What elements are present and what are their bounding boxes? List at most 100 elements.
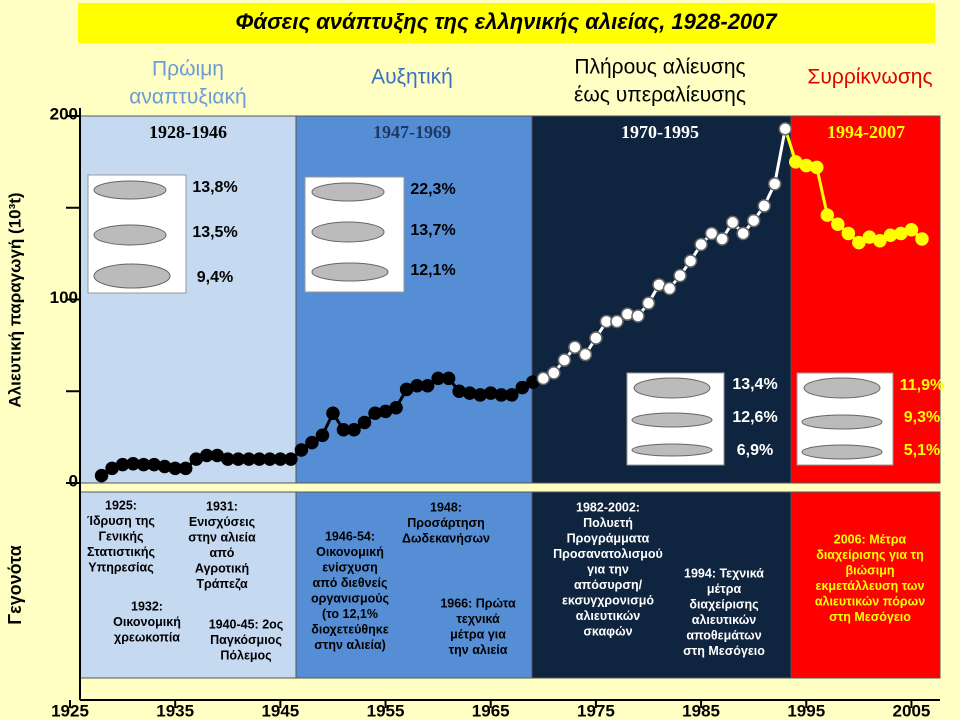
event-band bbox=[79, 491, 297, 679]
point bbox=[515, 380, 530, 395]
point bbox=[326, 406, 340, 421]
event-text: 2006: Μέτρα bbox=[834, 532, 907, 546]
y-tick-label: 100 bbox=[50, 288, 78, 307]
point bbox=[841, 226, 856, 241]
x-tick-label: 1935 bbox=[156, 701, 194, 720]
event-text: την αλιεία bbox=[449, 643, 508, 657]
point bbox=[820, 208, 835, 222]
point bbox=[904, 223, 919, 237]
species-share: 5,1% bbox=[904, 442, 940, 459]
point bbox=[505, 388, 519, 402]
event-text: εκμετάλλευση των bbox=[816, 579, 925, 593]
point bbox=[704, 226, 719, 241]
point bbox=[557, 353, 572, 367]
phase-period: 1928-1946 bbox=[149, 122, 227, 142]
point bbox=[315, 428, 330, 443]
event-text: 1948: bbox=[430, 500, 462, 514]
event-text: στην αλιεία) bbox=[314, 638, 386, 652]
event-text: Ίδρυση της bbox=[87, 514, 155, 528]
species-share: 6,9% bbox=[737, 442, 773, 459]
point bbox=[294, 443, 309, 457]
point bbox=[347, 423, 361, 437]
species-share: 22,3% bbox=[410, 181, 455, 198]
event-text: για την bbox=[587, 562, 629, 576]
point bbox=[915, 232, 929, 246]
phase-period: 1994-2007 bbox=[827, 122, 905, 142]
event-text: από bbox=[210, 546, 235, 560]
point bbox=[683, 254, 698, 268]
event-text: μέτρα bbox=[707, 582, 742, 596]
event-text: βιώσιμη bbox=[846, 563, 895, 577]
point bbox=[305, 435, 319, 450]
event-text: Προγράμματα bbox=[567, 531, 650, 545]
phase-name: Πρώιμη bbox=[152, 58, 224, 81]
x-tick-label: 1945 bbox=[261, 701, 299, 720]
event-text: Οικονομική bbox=[316, 545, 384, 559]
point bbox=[389, 401, 403, 415]
title-box bbox=[78, 3, 935, 43]
point bbox=[578, 347, 593, 362]
point bbox=[694, 237, 708, 252]
event-text: στην αλιεία bbox=[188, 530, 256, 544]
point bbox=[778, 122, 792, 136]
x-tick-label: 1995 bbox=[787, 701, 825, 720]
event-text: 1925: bbox=[105, 498, 137, 512]
event-text: 1982-2002: bbox=[576, 500, 640, 514]
event-text: τεχνικά bbox=[456, 612, 500, 626]
species-share: 12,6% bbox=[732, 409, 777, 426]
point bbox=[631, 309, 645, 323]
event-band bbox=[790, 491, 941, 679]
event-text: σκαφών bbox=[583, 624, 632, 638]
event-text: Στατιστικής bbox=[87, 545, 155, 559]
point bbox=[441, 371, 456, 386]
x-tick-label: 2005 bbox=[893, 701, 931, 720]
events-title: Γεγονότα bbox=[5, 545, 25, 624]
point bbox=[589, 331, 603, 345]
phase-name: αναπτυξιακή bbox=[129, 86, 246, 109]
point bbox=[831, 217, 845, 232]
event-text: 1931: bbox=[206, 499, 238, 513]
event-text: Τράπεζα bbox=[196, 577, 248, 591]
event-text: 1966: Πρώτα bbox=[440, 596, 516, 610]
point bbox=[715, 232, 729, 246]
point bbox=[536, 371, 551, 386]
event-text: διοχετεύθηκε bbox=[311, 622, 389, 636]
x-tick-label: 1965 bbox=[472, 701, 510, 720]
phase-name: έως υπεραλίευσης bbox=[574, 84, 746, 107]
event-text: Γενικής bbox=[99, 529, 144, 543]
event-text: (το 12,1% bbox=[322, 607, 378, 621]
event-text: οργανισμούς bbox=[311, 591, 389, 605]
phase-period: 1970-1995 bbox=[621, 122, 699, 142]
point bbox=[746, 213, 761, 228]
point bbox=[641, 296, 656, 310]
phase-band bbox=[295, 115, 533, 484]
y-tick-label: 0 bbox=[69, 471, 78, 490]
point bbox=[178, 461, 193, 476]
event-text: μέτρα για bbox=[450, 627, 506, 641]
phase-name: Αυξητική bbox=[371, 66, 453, 89]
event-text: Δωδεκανήσων bbox=[402, 531, 490, 545]
x-tick-label: 1955 bbox=[367, 701, 405, 720]
event-text: 1994: Τεχνικά bbox=[684, 566, 764, 580]
point bbox=[810, 160, 824, 175]
point bbox=[736, 226, 750, 241]
point bbox=[610, 314, 624, 329]
event-text: στη Μεσόγειο bbox=[829, 610, 911, 624]
species-share: 9,3% bbox=[904, 409, 940, 426]
event-text: Αγροτική bbox=[195, 561, 249, 575]
x-tick-label: 1975 bbox=[577, 701, 615, 720]
event-text: αλιευτικών bbox=[576, 609, 640, 623]
species-share: 12,1% bbox=[410, 262, 455, 279]
event-text: διαχείρισης bbox=[689, 597, 758, 611]
species-share: 13,4% bbox=[732, 376, 777, 393]
point bbox=[357, 415, 372, 430]
point bbox=[767, 177, 782, 191]
event-text: αλιευτικών bbox=[692, 613, 756, 627]
point bbox=[852, 235, 866, 250]
event-text: 1932: bbox=[131, 599, 163, 613]
species-share: 13,8% bbox=[192, 179, 237, 196]
event-text: Υπηρεσίας bbox=[88, 560, 153, 574]
event-text: διαχείρισης για τη bbox=[816, 548, 924, 562]
point bbox=[662, 281, 677, 296]
event-text: Πολυετή bbox=[583, 516, 633, 530]
